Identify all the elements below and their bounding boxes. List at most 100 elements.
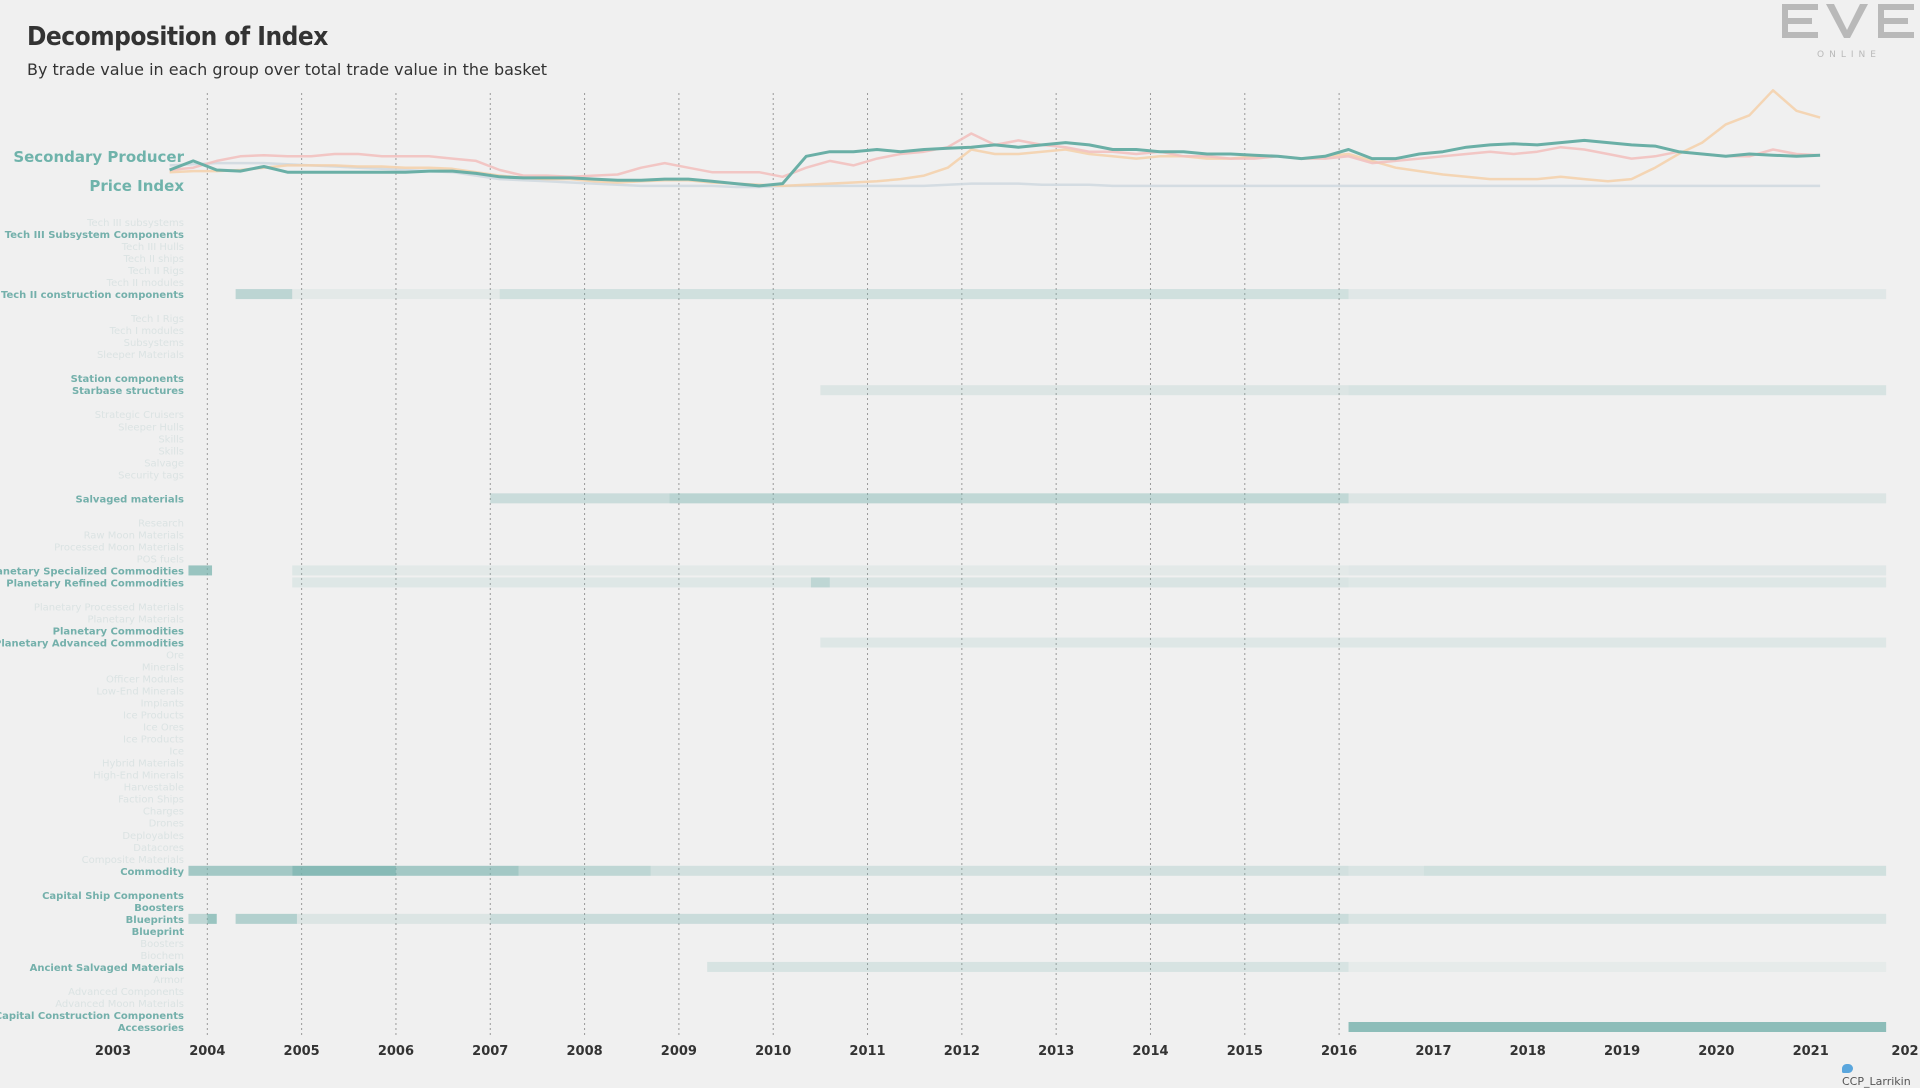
row-label-22: Security tags [118,470,184,481]
row-label-34: Planetary Materials [87,614,184,625]
credit: CCP_Larrikin [1842,1062,1920,1088]
row-label-15: Starbase structures [72,386,184,397]
x-tick-label-13: 2015 [1227,1044,1263,1059]
row-label-54: Composite Materials [82,855,184,866]
row-label-68: Accessories [118,1023,184,1034]
row-label-45: Ice [169,747,184,758]
heat-cell-24-2 [669,493,962,504]
row-label-18: Sleeper Hulls [118,422,184,433]
heat-cell-55-6 [1348,865,1424,876]
heat-cell-15-2 [1348,385,1887,396]
row-label-50: Charges [143,807,184,818]
row-label-57: Capital Ship Components [42,891,184,902]
row-label-41: Implants [141,699,184,710]
row-label-14: Station components [71,374,184,385]
row-label-12: Sleeper Materials [97,350,184,361]
row-label-44: Ice Products [123,735,184,746]
eve-online-logo: ONLINE [1782,4,1914,60]
heat-cell-55-3 [395,865,519,876]
row-label-4: Tech II ships [122,254,184,265]
heat-cell-68-1 [1348,1022,1887,1032]
x-tick-label-19: 2021 [1793,1044,1829,1059]
heat-cell-55-4 [518,865,651,876]
row-label-29: POS fuels [137,554,184,565]
row-label-47: High-End Minerals [93,771,184,782]
row-label-3: Tech III Hulls [121,242,184,253]
row-label-67: Advanced Capital Construction Components [0,1011,184,1022]
heat-cell-59-6 [1348,913,1887,924]
row-label-62: Biochem [141,951,185,962]
row-label-6: Tech II modules [106,278,184,289]
line-chart-title-2: Price Index [89,177,184,195]
heat-cell-59-2 [207,913,217,924]
heat-cell-63-1 [707,961,1349,972]
x-tick-label-9: 2011 [849,1044,885,1059]
heat-cell-36-1 [820,637,1349,648]
x-tick-label-20: 202 [1891,1044,1918,1059]
row-label-38: Minerals [142,663,184,674]
heat-cell-63-2 [1348,961,1887,972]
row-label-65: Advanced Components [68,987,184,998]
heat-cell-31-2 [810,577,830,588]
row-label-27: Raw Moon Materials [84,530,184,541]
x-tick-label-4: 2006 [378,1044,414,1059]
row-label-48: Harvestable [124,783,184,794]
row-label-40: Low-End Minerals [96,687,184,698]
row-label-64: Armor [153,975,185,986]
row-label-63: Ancient Salvaged Materials [30,963,184,974]
row-label-20: Skills [158,446,184,457]
heat-cell-30-4 [1348,565,1887,576]
heat-cell-59-5 [490,913,1349,924]
x-tick-label-1: 2003 [95,1044,131,1059]
row-label-55: Commodity [120,867,184,878]
x-tick-label-17: 2019 [1604,1044,1640,1059]
x-tick-label-14: 2016 [1321,1044,1357,1059]
x-tick-label-6: 2008 [566,1044,602,1059]
row-label-58: Boosters [134,903,184,914]
row-label-39: Officer Modules [106,675,184,686]
x-tick-label-12: 2014 [1132,1044,1168,1059]
heat-cell-31-3 [829,577,1349,588]
heat-cell-15-1 [820,385,1349,396]
row-label-53: Datacores [133,843,184,854]
page-subtitle: By trade value in each group over total … [27,60,548,79]
row-label-59: Blueprints [126,915,184,926]
row-label-19: Skills [158,434,184,445]
row-label-36: Planetary Advanced Commodities [0,639,184,650]
heat-cell-55-5 [650,865,1349,876]
row-label-21: Salvage [144,458,184,469]
heat-cell-30-1 [188,565,213,576]
x-tick-label-18: 2020 [1698,1044,1734,1059]
heat-cell-24-1 [490,493,670,504]
credit-handle: CCP_Larrikin [1842,1075,1911,1088]
x-tick-label-11: 2013 [1038,1044,1074,1059]
twitter-icon [1842,1064,1853,1073]
x-tick-label-16: 2018 [1510,1044,1546,1059]
heat-cell-59-3 [235,913,297,924]
row-label-51: Drones [149,819,184,830]
row-label-33: Planetary Processed Materials [34,602,184,613]
row-label-1: Tech III subsystems [86,218,184,229]
heat-cell-7-4 [1348,289,1887,300]
row-label-42: Ice Products [123,711,184,722]
logo-subtext: ONLINE [1817,50,1881,60]
row-label-9: Tech I Rigs [130,314,184,325]
heat-cell-55-7 [1423,865,1887,876]
row-label-46: Hybrid Materials [102,759,184,770]
row-label-7: Tech II construction components [1,290,184,301]
heat-cell-24-4 [1348,493,1887,504]
row-label-24: Salvaged materials [76,494,184,505]
row-label-26: Research [138,518,184,529]
row-label-35: Planetary Commodities [53,627,184,638]
x-tick-label-15: 2017 [1415,1044,1451,1059]
page-title: Decomposition of Index [27,22,328,52]
row-label-10: Tech I modules [109,326,184,337]
heat-cell-7-2 [292,289,500,300]
row-label-61: Boosters [140,939,184,950]
row-label-30: Planetary Specialized Commodities [0,566,184,577]
heat-cell-31-4 [1348,577,1887,588]
line-series-3 [169,89,1821,188]
row-label-5: Tech II Rigs [127,266,184,277]
line-chart-title-1: Secondary Producer [13,148,184,166]
row-label-11: Subsystems [124,338,184,349]
